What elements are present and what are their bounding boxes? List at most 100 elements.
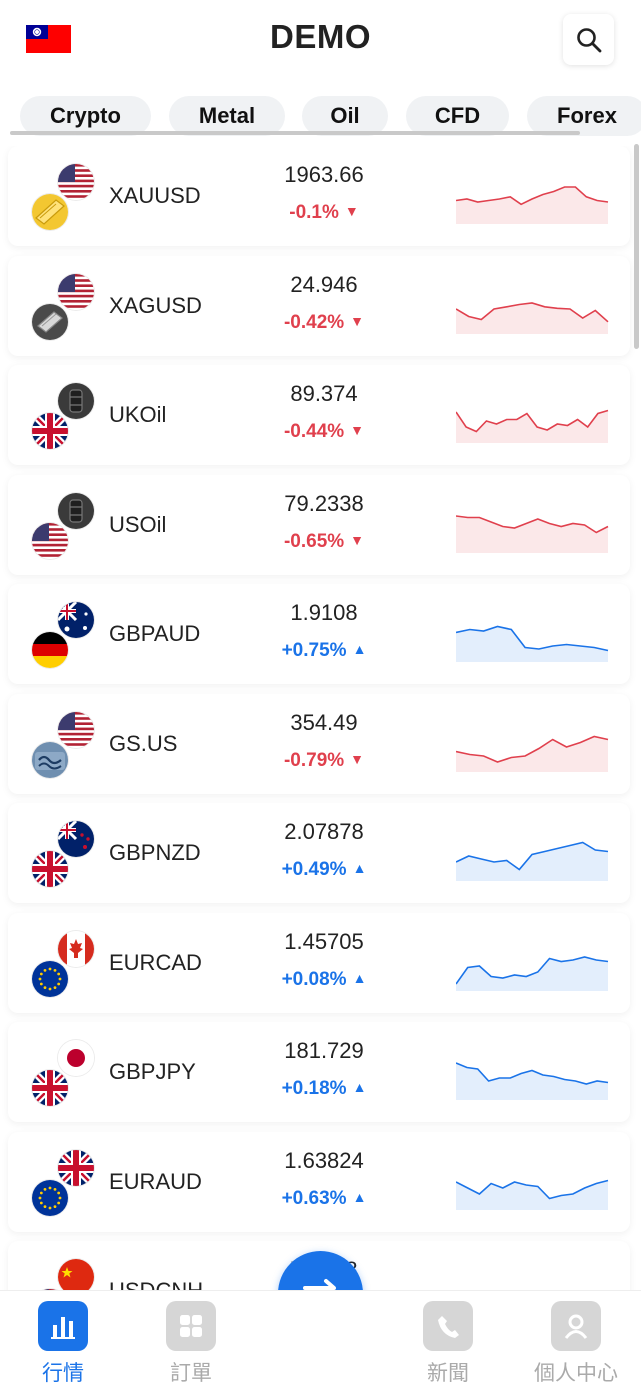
tab-cfd[interactable]: CFD <box>406 96 509 136</box>
quote-row-gbpnzd[interactable]: GBPNZD 2.07878 +0.49% ▲ <box>8 803 630 903</box>
change-percent: +0.18% ▲ <box>264 1078 384 1100</box>
nav-news[interactable]: 新聞 <box>403 1301 493 1387</box>
market-chart-icon <box>38 1301 88 1351</box>
profile-icon <box>551 1301 601 1351</box>
change-value: +0.08% <box>281 968 347 990</box>
instrument-icons <box>32 821 94 887</box>
usa-flag-icon <box>58 273 94 310</box>
change-percent: +0.49% ▲ <box>264 859 384 881</box>
quote-row-gsus[interactable]: GS.US 354.49 -0.79% ▼ <box>8 693 630 794</box>
sparkline-line <box>456 186 609 206</box>
sparkline-area <box>456 626 608 662</box>
triangle-down-icon: ▼ <box>350 312 365 329</box>
sparkline-area <box>456 736 608 772</box>
change-percent: +0.75% ▲ <box>264 640 384 662</box>
symbol-label: XAUUSD <box>109 183 201 208</box>
price-value: 1.63824 <box>284 1147 364 1173</box>
quote-row-gbpjpy[interactable]: GBPJPY 181.729 +0.18% ▲ <box>8 1022 630 1122</box>
nav-profile[interactable]: 個人中心 <box>531 1301 621 1387</box>
sparkline-chart <box>456 186 609 224</box>
sparkline-line <box>456 955 609 984</box>
instrument-icons <box>32 1040 94 1106</box>
change-value: -0.65% <box>283 530 345 552</box>
tabs-scrollbar[interactable] <box>10 131 580 135</box>
australia-flag-icon <box>58 602 94 638</box>
symbol-label: EURAUD <box>109 1168 202 1194</box>
uk-flag-icon <box>58 1149 94 1186</box>
instrument-icons <box>32 930 94 997</box>
symbol-label: UKOil <box>109 402 167 427</box>
symbol-label: USOil <box>109 511 167 537</box>
sparkline-chart <box>456 625 609 662</box>
change-percent: +0.63% ▲ <box>264 1188 384 1210</box>
quote-row-gbpaud[interactable]: GBPAUD 1.9108 +0.75% ▲ <box>8 584 630 684</box>
instrument-icons <box>32 273 94 340</box>
instrument-icons <box>32 164 94 230</box>
instrument-icons <box>32 1149 94 1216</box>
oil-barrel-icon <box>58 383 94 419</box>
price-value: 89.374 <box>290 381 358 406</box>
uk-flag-icon <box>32 1070 68 1106</box>
triangle-down-icon: ▼ <box>344 203 359 219</box>
gold-icon <box>32 194 68 230</box>
change-percent: -0.42% ▼ <box>264 312 384 334</box>
change-value: -0.44% <box>283 421 345 442</box>
taiwan-flag-icon[interactable] <box>26 25 71 53</box>
instrument-icons <box>32 711 94 778</box>
sparkline-chart <box>456 409 609 443</box>
list-scrollbar[interactable] <box>634 144 639 349</box>
triangle-up-icon: ▲ <box>352 860 367 876</box>
sparkline-area <box>456 956 608 991</box>
silver-icon <box>32 303 68 340</box>
china-flag-icon <box>58 1259 94 1290</box>
price-value: 24.946 <box>290 271 358 297</box>
symbol-label: GBPAUD <box>109 621 201 646</box>
quote-row-xauusd[interactable]: XAUUSD 1963.66 -0.1% ▼ <box>8 146 630 246</box>
tab-oil[interactable]: Oil <box>302 96 388 136</box>
tab-metal[interactable]: Metal <box>169 96 285 136</box>
triangle-down-icon: ▼ <box>350 531 365 548</box>
quote-list: XAUUSD 1963.66 -0.1% ▼ XAGUSD 24.946 -0.42% ▼ UK… <box>0 146 641 1290</box>
sparkline-area <box>456 410 608 443</box>
instrument-icons <box>32 383 94 449</box>
triangle-down-icon: ▼ <box>350 750 365 767</box>
change-value: -0.1% <box>289 202 339 223</box>
nav-orders[interactable]: 訂單 <box>146 1301 236 1387</box>
tab-crypto[interactable]: Crypto <box>20 96 151 136</box>
quote-row-usoil[interactable]: USOil 79.2338 -0.65% ▼ <box>8 474 630 575</box>
bottom-navigation: 行情 訂單 新聞 個人中心 <box>0 1290 641 1391</box>
quote-row-ukoil[interactable]: UKOil 89.374 -0.44% ▼ <box>8 365 630 465</box>
canada-flag-icon <box>58 930 94 967</box>
instrument-icons <box>32 602 94 668</box>
symbol-label: GBPNZD <box>109 840 201 865</box>
sparkline-line <box>456 841 609 871</box>
eu-flag-icon <box>32 1179 68 1216</box>
quote-row-eurcad[interactable]: EURCAD 1.45705 +0.08% ▲ <box>8 912 630 1013</box>
nav-market[interactable]: 行情 <box>18 1301 108 1387</box>
symbol-label: GBPJPY <box>109 1059 196 1084</box>
sparkline-line <box>456 1179 609 1199</box>
sparkline-chart <box>456 514 609 553</box>
symbol-label: XAGUSD <box>109 292 202 318</box>
change-value: +0.75% <box>281 640 347 661</box>
search-button[interactable] <box>563 14 614 65</box>
sparkline-chart <box>456 301 609 334</box>
quote-row-euraud[interactable]: EURAUD 1.63824 +0.63% ▲ <box>8 1131 630 1232</box>
usa-flag-icon <box>32 522 68 559</box>
nav-label: 新聞 <box>427 1362 469 1385</box>
usa-flag-icon <box>58 164 94 200</box>
sparkline-chart <box>456 1062 609 1100</box>
sparkline-line <box>456 409 609 433</box>
nav-label: 行情 <box>42 1362 84 1385</box>
triangle-down-icon: ▼ <box>350 422 365 438</box>
tab-forex[interactable]: Forex <box>527 96 641 136</box>
sparkline-area <box>456 515 608 553</box>
orders-grid-icon <box>166 1301 216 1351</box>
triangle-up-icon: ▲ <box>352 1079 367 1095</box>
sparkline-area <box>456 1180 608 1210</box>
instrument-icons <box>32 1259 94 1290</box>
category-tabs: Crypto Metal Oil CFD Forex <box>0 96 641 138</box>
sparkline-line <box>456 514 609 533</box>
triangle-up-icon: ▲ <box>352 641 367 657</box>
quote-row-xagusd[interactable]: XAGUSD 24.946 -0.42% ▼ <box>8 255 630 356</box>
